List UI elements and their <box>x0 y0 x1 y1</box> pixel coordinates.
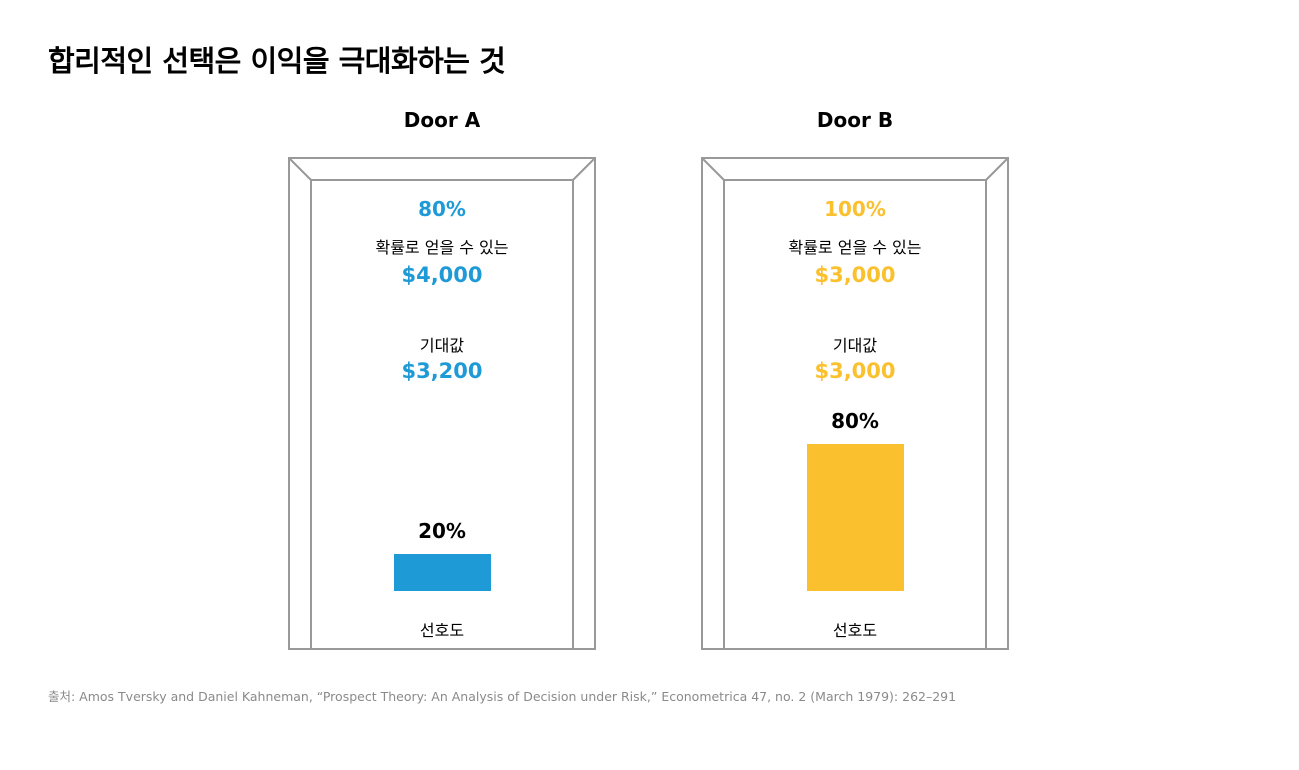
door-a-panel: 80% 확률로 얻을 수 있는 $4,000 기대값 $3,200 20% 선호… <box>288 157 596 650</box>
door-a-expected-caption: 기대값 <box>419 336 465 355</box>
door-b-label: Door B <box>816 108 894 132</box>
source-citation: 출처: Amos Tversky and Daniel Kahneman, “P… <box>48 689 957 704</box>
door-a-gain-caption: 확률로 얻을 수 있는 <box>375 238 509 257</box>
door-a-preference-caption: 선호도 <box>419 621 465 640</box>
door-a-label: Door A <box>403 108 481 132</box>
door-a-preference-bar <box>393 554 491 591</box>
door-a-preference-label: 20% <box>418 519 466 544</box>
door-a-gain: $4,000 <box>401 263 483 287</box>
door-b-preference-bar <box>806 444 904 591</box>
door-a-probability: 80% <box>418 197 466 221</box>
door-b-expected-caption: 기대값 <box>832 336 878 355</box>
door-b-preference-label: 80% <box>831 409 879 433</box>
door-b-probability: 100% <box>824 197 886 221</box>
door-b-panel: 100% 확률로 얻을 수 있는 $3,000 기대값 $3,000 80% 선… <box>701 157 1009 650</box>
page-title: 합리적인 선택은 이익을 극대화하는 것 <box>48 44 506 78</box>
door-b-gain: $3,000 <box>814 263 896 287</box>
door-a-frame <box>288 157 596 650</box>
door-a-expected-value: $3,200 <box>401 359 483 383</box>
door-b-gain-caption: 확률로 얻을 수 있는 <box>788 238 922 257</box>
door-b-expected-value: $3,000 <box>814 359 896 383</box>
door-b-frame <box>701 157 1009 650</box>
door-b-preference-caption: 선호도 <box>832 621 878 640</box>
